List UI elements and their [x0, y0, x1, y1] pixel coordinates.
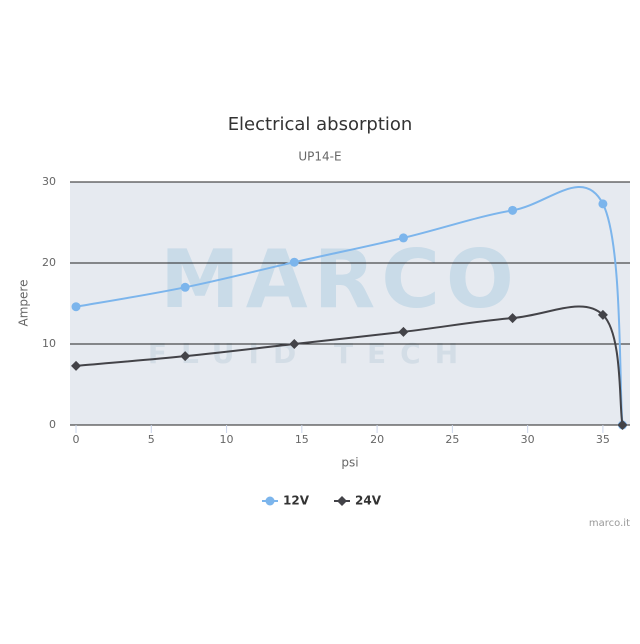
data-point	[180, 282, 190, 292]
y-tick-label: 10	[42, 337, 56, 350]
legend-label: 24V	[355, 494, 382, 508]
x-axis-label: psi	[341, 456, 358, 470]
y-tick-label: 30	[42, 175, 56, 188]
data-point	[507, 313, 518, 324]
legend-symbol	[337, 496, 347, 506]
watermark: MARCO	[160, 233, 520, 326]
x-tick-label: 30	[521, 433, 535, 446]
x-tick-label: 0	[73, 433, 80, 446]
y-axis-label: Ampere	[17, 280, 31, 327]
x-tick-label: 35	[596, 433, 610, 446]
y-tick-label: 20	[42, 256, 56, 269]
plot-background	[70, 182, 630, 425]
chart-title: Electrical absorption	[228, 114, 413, 135]
data-point	[180, 351, 191, 362]
chart-subtitle: UP14-E	[298, 150, 341, 164]
data-point	[597, 309, 608, 320]
legend-symbol	[265, 496, 275, 506]
data-point	[598, 199, 608, 209]
data-point	[289, 257, 299, 267]
data-point	[617, 420, 628, 430]
credit: marco.it	[589, 518, 630, 529]
x-tick-label: 20	[370, 433, 384, 446]
x-tick-label: 5	[148, 433, 155, 446]
legend-label: 12V	[283, 494, 310, 508]
data-point	[398, 233, 408, 243]
data-point	[508, 205, 518, 215]
x-tick-label: 25	[445, 433, 459, 446]
data-point	[289, 339, 300, 349]
y-tick-label: 0	[49, 418, 56, 431]
x-tick-label: 10	[220, 433, 234, 446]
data-point	[71, 302, 81, 312]
data-point	[71, 360, 82, 371]
x-tick-label: 15	[295, 433, 309, 446]
data-point	[398, 326, 409, 337]
